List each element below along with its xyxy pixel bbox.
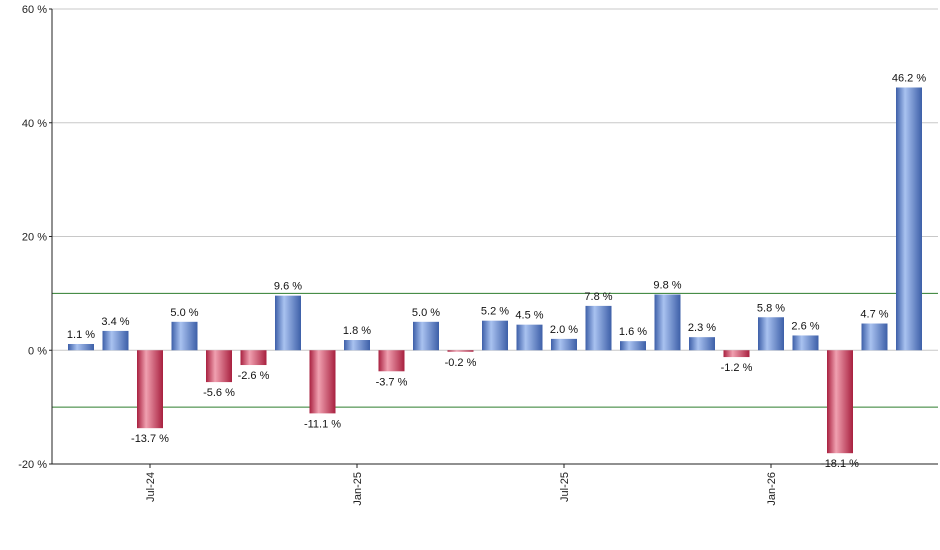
bar (792, 335, 819, 351)
data-label: 5.0 % (170, 307, 198, 319)
bar (689, 337, 715, 351)
data-label: 1.8 % (343, 325, 371, 337)
bar (206, 350, 232, 383)
bar (896, 87, 922, 351)
x-tick-label: Jul-25 (559, 472, 571, 502)
data-label: -1.2 % (721, 362, 753, 374)
bar (102, 330, 129, 351)
reference-lines (52, 292, 938, 408)
bar (275, 295, 301, 351)
data-label: -18.1 % (821, 458, 859, 470)
data-label: -3.7 % (376, 376, 408, 388)
data-label: 1.1 % (67, 329, 95, 341)
bar (344, 340, 370, 351)
data-label: 5.2 % (481, 306, 509, 318)
data-label: -5.6 % (203, 387, 235, 399)
data-labels: 1.1 % 3.4 % -13.7 % 5.0 % -5.6 %-2.6 % 9.6 % -… (67, 72, 926, 470)
data-label: -0.2 % (445, 357, 477, 369)
data-label: 2.0 % (550, 324, 578, 336)
axes: Jul-24 Jan-25 Jul-25 Jan-26 (49, 8, 938, 506)
bars (68, 87, 922, 454)
bar (827, 350, 853, 454)
data-label: -2.6 % (238, 370, 270, 382)
data-label: 1.6 % (619, 326, 647, 338)
data-label: 9.8 % (653, 280, 681, 292)
bar (723, 350, 750, 358)
x-tick-label: Jan-26 (766, 472, 778, 506)
y-tick-label: -20 % (18, 459, 47, 471)
bar (171, 321, 198, 351)
bar (861, 323, 888, 351)
data-label: 5.8 % (757, 302, 785, 314)
x-tick-label: Jan-25 (352, 472, 364, 506)
bar (551, 338, 577, 351)
bar (137, 350, 163, 429)
data-label: 2.6 % (791, 320, 819, 332)
bar (447, 350, 474, 352)
y-tick-label: 40 % (22, 118, 47, 130)
data-label: 3.4 % (101, 316, 129, 328)
bar (413, 321, 439, 351)
data-label: 2.3 % (688, 322, 716, 334)
data-label: 7.8 % (584, 291, 612, 303)
data-label: 46.2 % (892, 72, 926, 84)
bar (240, 350, 267, 366)
bar (516, 324, 543, 351)
data-label: 5.0 % (412, 307, 440, 319)
x-tick-label: Jul-24 (145, 472, 157, 502)
data-label: 4.7 % (860, 309, 888, 321)
bar (585, 305, 612, 351)
bar (482, 320, 508, 351)
data-label: -11.1 % (304, 418, 341, 430)
bar (758, 317, 784, 351)
bar (654, 294, 681, 351)
bar (309, 350, 336, 414)
data-label: 9.6 % (274, 281, 302, 293)
y-tick-label: 60 % (22, 4, 47, 16)
bar (378, 350, 405, 372)
data-label: 4.5 % (515, 310, 543, 322)
bar (68, 343, 94, 351)
y-tick-label: 0 % (28, 345, 47, 357)
y-tick-label: 20 % (22, 232, 47, 244)
bar (620, 341, 646, 351)
data-label: -13.7 % (131, 433, 169, 445)
